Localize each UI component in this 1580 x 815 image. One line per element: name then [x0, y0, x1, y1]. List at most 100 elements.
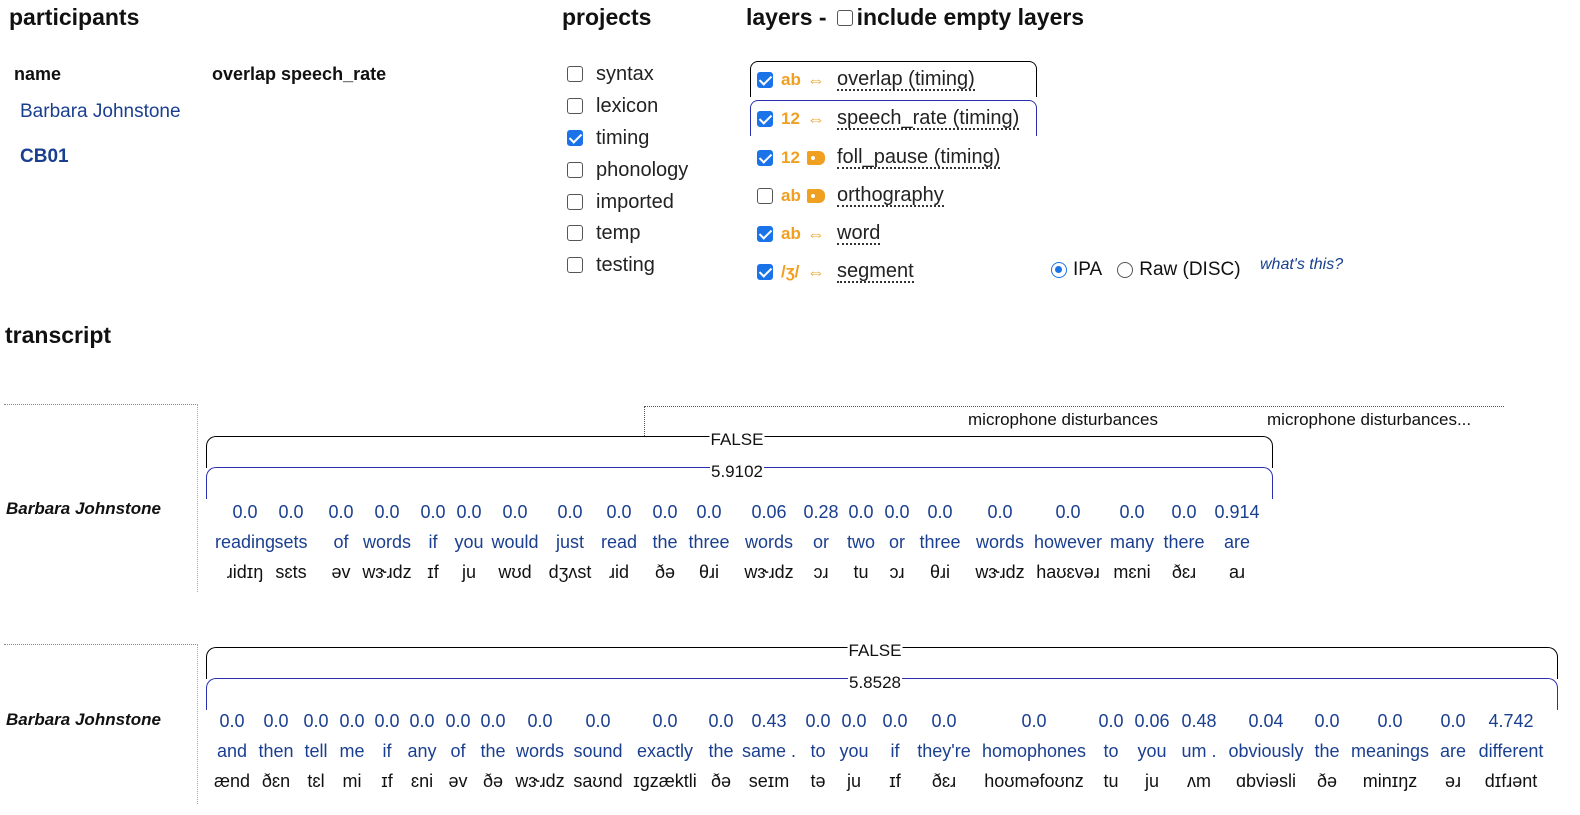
word-token[interactable]: sound — [573, 741, 623, 761]
word-token[interactable]: words — [744, 532, 794, 552]
ipa-radio[interactable] — [1051, 262, 1067, 278]
layer-type-icon: ab — [781, 70, 801, 89]
project-checkbox[interactable] — [567, 257, 583, 273]
foll-pause-value: 0.0 — [1119, 502, 1145, 522]
word-token[interactable]: the — [1314, 741, 1340, 761]
layer-item[interactable]: ab ⇔ overlap (timing) — [757, 67, 975, 93]
transcript-heading: transcript — [5, 322, 112, 348]
word-token[interactable]: there — [1163, 532, 1205, 552]
word-token[interactable]: reading — [214, 532, 276, 552]
word-token[interactable]: if — [890, 741, 900, 761]
word-token[interactable]: of — [333, 532, 349, 552]
speaker-label[interactable]: Barbara Johnstone — [6, 710, 161, 729]
word-token[interactable]: if — [382, 741, 392, 761]
word-token[interactable]: to — [1103, 741, 1119, 761]
word-token[interactable]: many — [1109, 532, 1155, 552]
project-item-lexicon[interactable]: lexicon — [567, 94, 658, 118]
segment-transcription: tɛl — [307, 771, 325, 791]
word-token[interactable]: you — [454, 532, 484, 552]
layer-name-link[interactable]: overlap (timing) — [837, 68, 975, 91]
layer-checkbox[interactable] — [757, 72, 773, 88]
word-token[interactable]: to — [810, 741, 826, 761]
layer-checkbox[interactable] — [757, 150, 773, 166]
project-checkbox[interactable] — [567, 130, 583, 146]
project-checkbox[interactable] — [567, 194, 583, 210]
layer-name-link[interactable]: foll_pause (timing) — [837, 146, 1001, 169]
word-token[interactable]: sets — [274, 532, 308, 552]
segment-transcription: wɝɹdz — [975, 562, 1025, 582]
layer-name-link[interactable]: segment — [837, 260, 914, 283]
participant-name-link[interactable]: Barbara Johnstone — [20, 101, 181, 122]
project-item-syntax[interactable]: syntax — [567, 62, 654, 86]
word-token[interactable]: just — [555, 532, 585, 552]
word-token[interactable]: me — [339, 741, 365, 761]
word-token[interactable]: the — [652, 532, 678, 552]
word-token[interactable]: are — [1439, 741, 1467, 761]
word-token[interactable]: words — [975, 532, 1025, 552]
segment-transcription: aɹ — [1228, 562, 1246, 582]
word-token[interactable]: two — [846, 532, 876, 552]
word-token[interactable]: any — [407, 741, 437, 761]
project-item-phonology[interactable]: phonology — [567, 158, 688, 182]
layer-name-link[interactable]: word — [837, 222, 881, 245]
word-token[interactable]: read — [600, 532, 638, 552]
word-token[interactable]: they're — [917, 741, 971, 761]
word-token[interactable]: three — [688, 532, 730, 552]
word-token[interactable]: if — [428, 532, 438, 552]
participant-id-link[interactable]: CB01 — [20, 146, 69, 167]
word-token[interactable]: the — [708, 741, 734, 761]
word-token[interactable]: different — [1478, 741, 1544, 761]
layer-checkbox[interactable] — [757, 264, 773, 280]
layer-checkbox[interactable] — [757, 226, 773, 242]
foll-pause-value: 0.0 — [882, 711, 908, 731]
project-checkbox[interactable] — [567, 98, 583, 114]
word-token[interactable]: exactly — [636, 741, 694, 761]
project-checkbox[interactable] — [567, 162, 583, 178]
layer-name-link[interactable]: speech_rate (timing) — [837, 107, 1020, 130]
project-checkbox[interactable] — [567, 225, 583, 241]
layer-item[interactable]: 12 ⇔ speech_rate (timing) — [757, 106, 1020, 132]
raw-disc-radio[interactable] — [1117, 262, 1134, 278]
foll-pause-value: 0.48 — [1181, 711, 1217, 731]
word-token[interactable]: homophones — [981, 741, 1087, 761]
word-token[interactable]: three — [919, 532, 961, 552]
layer-name-link[interactable]: orthography — [837, 184, 944, 207]
speaker-label[interactable]: Barbara Johnstone — [6, 499, 161, 518]
project-item-temp[interactable]: temp — [567, 221, 640, 245]
layer-item[interactable]: ab orthography — [757, 183, 944, 209]
word-token[interactable]: um . — [1181, 741, 1217, 761]
word-token[interactable]: of — [450, 741, 466, 761]
include-empty-checkbox[interactable] — [836, 9, 853, 26]
word-token[interactable]: words — [362, 532, 412, 552]
word-token[interactable]: and — [216, 741, 248, 761]
word-token[interactable]: the — [480, 741, 506, 761]
word-token[interactable]: same . — [741, 741, 797, 761]
project-checkbox[interactable] — [567, 66, 583, 82]
word-token[interactable]: you — [839, 741, 869, 761]
line1-left-rule — [4, 404, 198, 405]
word-token[interactable]: words — [515, 741, 565, 761]
project-item-timing[interactable]: timing — [567, 126, 649, 150]
word-token[interactable]: would — [491, 532, 539, 552]
layer-item[interactable]: ab ⇔ word — [757, 221, 881, 247]
whats-this-link[interactable]: what's this? — [1260, 256, 1344, 273]
layer-checkbox[interactable] — [757, 111, 773, 127]
word-token[interactable]: however — [1033, 532, 1103, 552]
word-token[interactable]: are — [1223, 532, 1251, 552]
overlap-span-label: FALSE — [709, 430, 765, 450]
word-token[interactable]: or — [812, 532, 830, 552]
layer-checkbox[interactable] — [757, 188, 773, 204]
project-item-imported[interactable]: imported — [567, 190, 674, 214]
project-item-testing[interactable]: testing — [567, 253, 655, 277]
word-token[interactable]: you — [1137, 741, 1167, 761]
word-token[interactable]: tell — [304, 741, 328, 761]
word-token[interactable]: or — [888, 532, 906, 552]
word-token[interactable]: then — [258, 741, 294, 761]
foll-pause-value: 0.0 — [805, 711, 831, 731]
foll-pause-value: 0.06 — [751, 502, 787, 522]
layer-item[interactable]: 12 foll_pause (timing) — [757, 145, 1001, 171]
layer-item[interactable]: /ʒ/ ⇔ segment — [757, 259, 914, 285]
word-token[interactable]: meanings — [1350, 741, 1430, 761]
layers-heading: layers - include empty layers — [746, 4, 1084, 31]
word-token[interactable]: obviously — [1228, 741, 1304, 761]
